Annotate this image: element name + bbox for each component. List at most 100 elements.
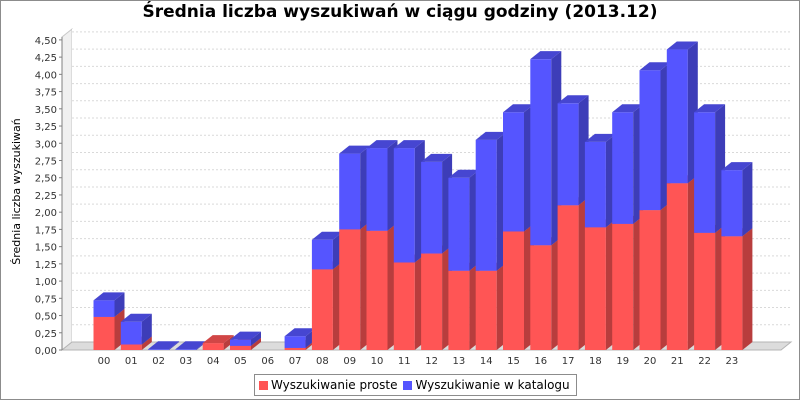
bar-top [475, 131, 507, 140]
bar-catalog-13 [448, 169, 480, 271]
bar-front [284, 336, 306, 348]
bar-top [639, 62, 671, 71]
x-tick-label: 20 [644, 356, 657, 367]
bar-front [612, 223, 634, 350]
legend-label-simple-search: Wyszukiwanie proste [271, 378, 398, 392]
bar-front [475, 139, 497, 271]
chart-title: Średnia liczba wyszukiwań w ciągu godzin… [142, 2, 658, 22]
x-tick-label: 01 [125, 356, 138, 367]
y-tick-label: 4,50 [35, 36, 57, 47]
bar-simple-13 [448, 262, 480, 350]
bar-front [421, 161, 443, 254]
y-tick-label: 1,25 [35, 260, 57, 271]
y-tick-label: 0,25 [35, 329, 57, 340]
bar-front [393, 148, 415, 263]
bar-top [721, 162, 753, 171]
legend-swatch-simple-search [259, 380, 268, 390]
bar-front [284, 347, 306, 350]
bar-catalog-12 [421, 153, 453, 254]
bar-simple-23 [721, 228, 753, 350]
y-axis-label: Średnia liczba wyszukiwań [10, 118, 23, 265]
y-tick-label: 2,75 [35, 156, 57, 167]
bar-simple-11 [393, 254, 425, 350]
bar-front [230, 339, 251, 346]
bar-simple-16 [530, 237, 562, 350]
bar-catalog-00 [93, 292, 125, 317]
x-tick-label: 16 [534, 356, 547, 367]
bar-front [639, 210, 661, 350]
legend-swatch-catalog-search [403, 380, 413, 390]
x-tick-label: 11 [398, 356, 411, 367]
x-tick-label: 10 [371, 356, 384, 367]
bar-catalog-14 [475, 131, 507, 271]
x-tick-label: 22 [698, 356, 711, 367]
bar-top [530, 51, 562, 60]
bar-catalog-19 [612, 104, 644, 224]
bar-front [721, 236, 743, 350]
bar-catalog-02 [148, 341, 180, 350]
bar-front [421, 253, 443, 350]
bar-catalog-16 [530, 51, 562, 246]
bar-front [721, 170, 743, 237]
bar-front [366, 148, 388, 231]
bar-simple-14 [475, 262, 507, 350]
bar-top [148, 341, 180, 350]
bar-simple-19 [612, 215, 644, 350]
legend-item-simple-search: Wyszukiwanie proste [259, 378, 397, 392]
bar-top [175, 341, 207, 350]
bar-catalog-23 [721, 162, 753, 237]
bar-top [93, 292, 125, 301]
bar-catalog-05 [230, 331, 261, 346]
bar-catalog-09 [339, 145, 371, 230]
bar-catalog-22 [694, 104, 726, 233]
bar-front [666, 183, 688, 350]
bar-side [114, 292, 125, 317]
y-tick-label: 4,25 [35, 53, 57, 64]
x-tick-label: 07 [289, 356, 302, 367]
bar-simple-20 [639, 202, 671, 350]
bar-side [169, 341, 180, 350]
y-tick-label: 3,25 [35, 122, 57, 133]
bar-front [393, 262, 415, 350]
bar-simple-17 [557, 197, 589, 350]
bar-front [557, 205, 579, 350]
x-tick-label: 08 [316, 356, 329, 367]
x-tick-label: 23 [726, 356, 739, 367]
bar-side [141, 313, 152, 345]
bar-front [148, 349, 170, 350]
bar-catalog-18 [584, 133, 616, 228]
x-tick-label: 18 [589, 356, 602, 367]
bar-simple-10 [366, 222, 398, 350]
y-tick-label: 3,00 [35, 139, 57, 150]
bar-top [311, 231, 343, 240]
bar-front [93, 316, 115, 350]
bar-front [311, 239, 333, 270]
bar-front [202, 343, 224, 350]
bar-side [251, 337, 261, 350]
y-tick-label: 2,50 [35, 174, 57, 185]
bar-front [639, 70, 661, 211]
bar-catalog-20 [639, 62, 671, 211]
bar-top [612, 104, 644, 113]
bar-top [339, 145, 371, 154]
bar-simple-09 [339, 221, 371, 350]
left-wall [61, 27, 73, 352]
bar-front [175, 349, 197, 350]
bar-simple-08 [311, 261, 343, 350]
bar-top [393, 140, 425, 149]
bar-catalog-15 [503, 104, 534, 232]
bar-top [366, 140, 398, 149]
x-tick-label: 13 [453, 356, 466, 367]
y-tick-label: 3,75 [35, 88, 57, 99]
bar-front [448, 177, 470, 271]
y-tick-label: 2,25 [35, 191, 57, 202]
bar-side [141, 336, 152, 350]
bar-front [612, 112, 634, 224]
y-tick-label: 4,00 [35, 70, 57, 81]
bar-top [584, 133, 616, 142]
bar-front [339, 153, 361, 230]
bar-top [694, 104, 726, 113]
x-tick-label: 14 [480, 356, 493, 367]
bar-catalog-08 [311, 231, 343, 270]
bar-top [448, 169, 480, 178]
